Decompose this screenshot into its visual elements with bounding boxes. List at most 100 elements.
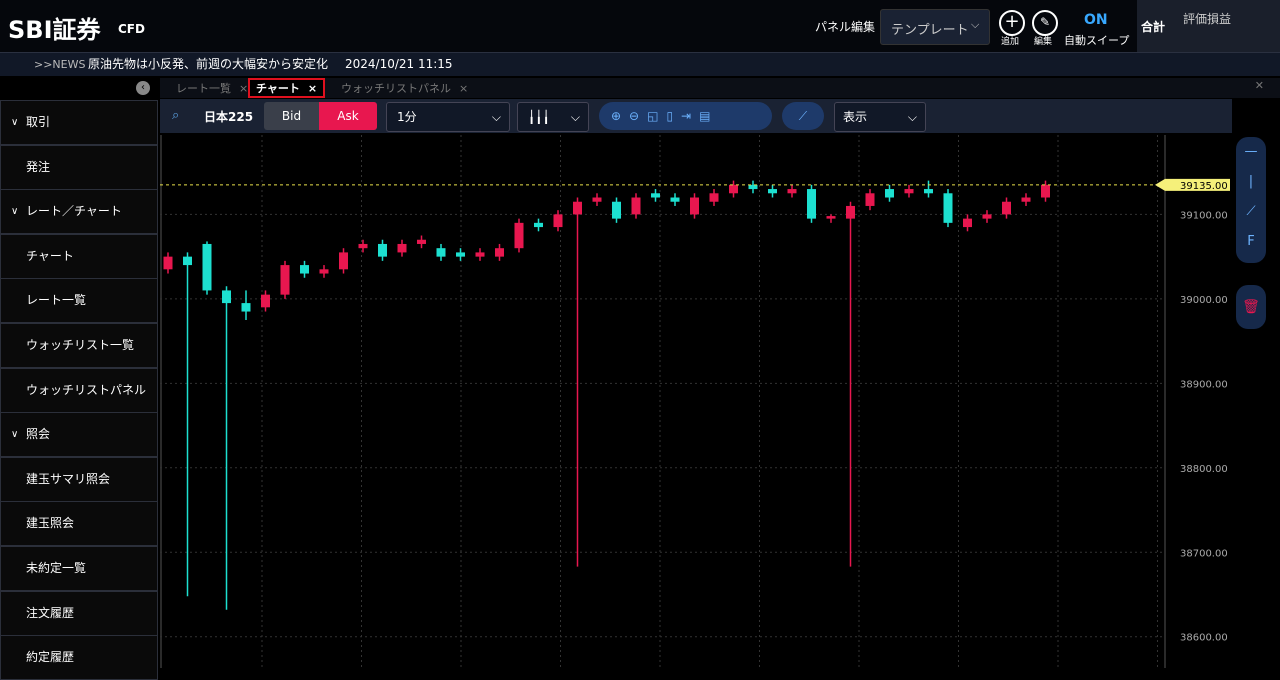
candle-body — [631, 197, 641, 215]
candle-body — [261, 294, 270, 308]
candle-body — [709, 193, 719, 202]
add-label: 追加 — [1001, 37, 1020, 47]
view-select[interactable]: 表示 ⌵ — [834, 102, 926, 132]
candle-body — [768, 189, 777, 194]
section-title: 照会 — [26, 427, 51, 442]
sidebar-item[interactable]: 注文履歴 — [0, 590, 158, 636]
candle-body — [241, 303, 251, 312]
candle-select[interactable]: ╽╽╽ ⌵ — [517, 102, 589, 132]
interval: 1分 — [397, 110, 417, 124]
search-icon[interactable]: ⌕ — [172, 108, 180, 123]
sidebar-item[interactable]: 約定履歴 — [0, 635, 158, 680]
candle-body — [592, 197, 602, 202]
zoom-tools[interactable]: ⊕⊖◱▯⇥▤ — [599, 102, 772, 130]
item-label: 注文履歴 — [26, 605, 75, 620]
candle-body — [534, 222, 543, 228]
sidebar-section[interactable]: ∨ 照会 — [0, 412, 158, 458]
current-price-label: 39135.00 — [1180, 181, 1228, 192]
edit-icon[interactable]: ✎ — [1032, 10, 1058, 36]
add-icon[interactable]: + — [999, 10, 1025, 36]
item-label: 建玉照会 — [26, 516, 75, 531]
candle-body — [690, 197, 699, 215]
item-label: 建玉サマリ照会 — [26, 471, 111, 486]
section-title: レート／チャート — [26, 204, 122, 219]
brand: SBI証券 — [8, 16, 101, 44]
delete-tool[interactable]: 🗑 — [1236, 285, 1266, 329]
sweep-state[interactable]: ON — [1084, 12, 1108, 28]
item-label: ウォッチリストパネル — [26, 382, 147, 397]
candle-body — [397, 243, 407, 253]
interval-select[interactable]: 1分 ⌵ — [386, 102, 510, 132]
candle-body — [1041, 184, 1050, 198]
drawing-tools[interactable]: — | ⟋ F — [1236, 137, 1266, 263]
candle-body — [924, 189, 933, 194]
y-tick-label: 38600.00 — [1180, 633, 1228, 644]
sidebar-item[interactable]: 建玉サマリ照会 — [0, 456, 158, 502]
pnl-panel: 合計 評価損益 — [1137, 0, 1280, 52]
candle-body — [943, 193, 953, 223]
y-tick-label: 38700.00 — [1180, 548, 1228, 559]
tab[interactable]: レート一覧 × — [170, 80, 254, 98]
candle-body — [475, 252, 485, 257]
collapse[interactable]: ‹ — [136, 81, 150, 95]
chevron: ∨ — [11, 117, 19, 128]
tab-close[interactable]: × — [239, 82, 249, 95]
news-headline[interactable]: 原油先物は小反発、前週の大幅安から安定化 — [88, 57, 329, 71]
template-select[interactable]: テンプレート ⌵ — [880, 9, 990, 45]
ask-button[interactable]: Ask — [319, 102, 377, 130]
chart: 38600.00 38700.00 38800.00 38900.00 39000.00… — [160, 135, 1230, 668]
y-tick-label: 39100.00 — [1180, 210, 1228, 221]
candle-body — [651, 193, 660, 198]
trash-icon: 🗑 — [1242, 299, 1260, 315]
tab[interactable]: チャート × — [248, 78, 326, 98]
tab-label: チャート — [256, 82, 300, 95]
chevron: ⌵ — [971, 18, 980, 31]
tab-close[interactable]: × — [459, 82, 469, 95]
item-label: ウォッチリスト一覧 — [26, 338, 135, 352]
sidebar: ‹ ∨ 取引 発注 ∨ レート／チャート チャート レート一覧 ウォッチリスト一覧 ウォッチリス… — [0, 78, 158, 680]
y-tick-label: 38900.00 — [1180, 379, 1228, 390]
chevron: ⌵ — [570, 110, 580, 124]
sidebar-item[interactable]: チャート — [0, 233, 158, 279]
candle-body — [573, 201, 582, 215]
sidebar-item[interactable]: 建玉照会 — [0, 501, 158, 547]
candle-body — [748, 184, 758, 190]
candle-body — [885, 189, 894, 198]
chevron: ⌵ — [491, 110, 501, 124]
tab-close[interactable]: × — [307, 82, 318, 95]
candle-body — [222, 290, 231, 304]
candle-body — [319, 269, 329, 274]
candle-body — [553, 214, 563, 228]
candle-body — [963, 218, 972, 228]
sidebar-item[interactable]: レート一覧 — [0, 278, 158, 324]
item-label: 発注 — [26, 159, 51, 174]
sidebar-item[interactable]: ウォッチリストパネル — [0, 367, 158, 413]
bid-button[interactable]: Bid — [264, 102, 319, 130]
tab[interactable]: ウォッチリストパネル × — [335, 80, 474, 98]
panel-edit: パネル編集 — [815, 20, 876, 34]
tab-bar: レート一覧 × チャート × ウォッチリストパネル × ✕ — [160, 78, 1280, 98]
sidebar-section[interactable]: ∨ レート／チャート — [0, 189, 158, 235]
product: CFD — [118, 22, 145, 36]
sidebar-item[interactable]: 発注 — [0, 144, 158, 190]
candle-body — [300, 265, 309, 274]
indicator-tool[interactable]: ⟋ — [782, 102, 824, 130]
chart-area: 38600.00 38700.00 38800.00 38900.00 39000.00… — [160, 135, 1232, 668]
total: 合計 — [1141, 20, 1166, 34]
candle-body — [202, 243, 212, 291]
tab-label: ウォッチリストパネル — [341, 82, 451, 95]
bid: Bid — [281, 109, 302, 123]
panel-close[interactable]: ✕ — [1254, 79, 1264, 92]
item-label: レート一覧 — [26, 293, 87, 308]
candle-body — [1021, 197, 1031, 202]
item-label: チャート — [26, 248, 74, 263]
sidebar-section[interactable]: ∨ 取引 — [0, 100, 158, 145]
candle-body — [417, 239, 426, 244]
sidebar-item[interactable]: 未約定一覧 — [0, 546, 158, 591]
candle-body — [495, 248, 504, 257]
sidebar-item[interactable]: ウォッチリスト一覧 — [0, 323, 158, 368]
candle-body — [183, 256, 192, 266]
candle-body — [787, 189, 797, 194]
chevron: ⌵ — [907, 110, 917, 124]
